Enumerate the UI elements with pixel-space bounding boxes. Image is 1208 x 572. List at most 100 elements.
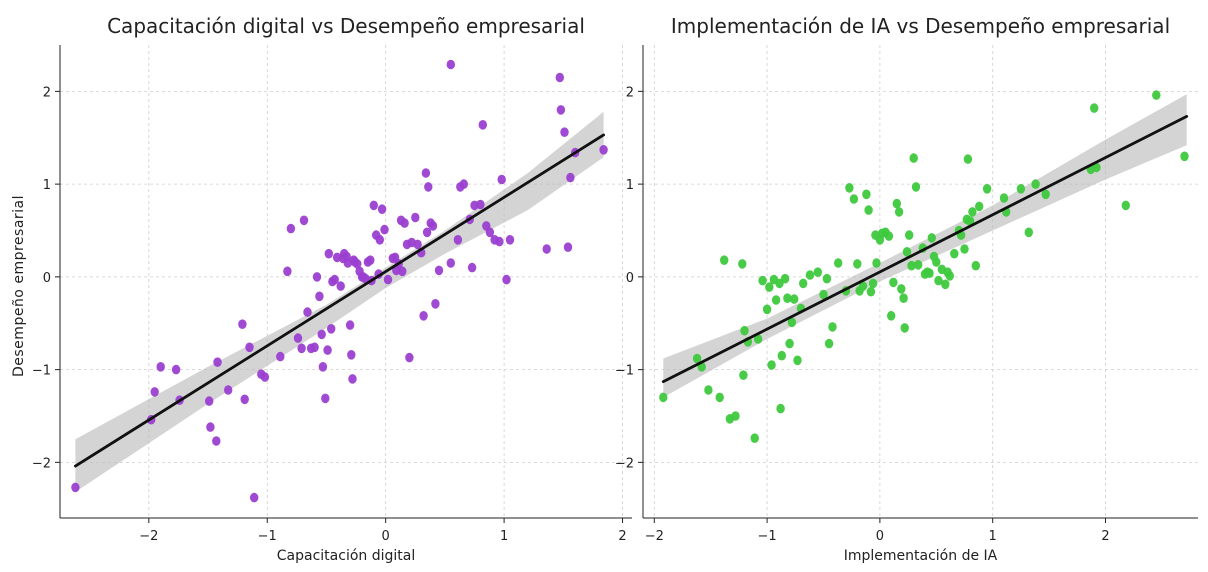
data-point	[563, 242, 573, 252]
data-point	[467, 262, 477, 273]
y-tick-label: 1	[43, 178, 51, 193]
data-point	[905, 230, 914, 240]
data-point	[315, 291, 324, 302]
data-point	[224, 385, 233, 395]
y-tick-label: −1	[615, 364, 634, 379]
y-tick-label: 2	[43, 85, 51, 100]
data-point	[560, 127, 569, 137]
data-point	[777, 350, 786, 361]
x-tick-label: 0	[382, 529, 390, 544]
data-point	[245, 342, 254, 353]
data-point	[822, 273, 832, 284]
data-point	[858, 281, 868, 291]
x-axis-label: Implementación de IA	[844, 548, 998, 564]
data-point	[887, 311, 896, 321]
data-point	[566, 172, 575, 183]
data-point	[150, 387, 159, 397]
data-point	[303, 307, 312, 317]
data-point	[1041, 189, 1050, 200]
y-tick-label: 0	[43, 271, 51, 286]
data-point	[353, 259, 362, 269]
data-point	[805, 270, 815, 280]
data-point	[866, 286, 876, 297]
data-point	[431, 299, 440, 309]
data-point	[771, 295, 781, 305]
data-point	[171, 364, 181, 375]
data-point	[206, 422, 215, 432]
data-point	[240, 394, 249, 405]
data-point	[383, 274, 393, 285]
data-point	[824, 338, 834, 349]
data-point	[347, 350, 356, 360]
data-point	[740, 325, 749, 336]
data-point	[889, 277, 898, 288]
data-point	[1180, 151, 1189, 162]
data-point	[785, 338, 794, 349]
data-point	[909, 153, 918, 163]
data-point	[205, 396, 214, 406]
y-tick-label: 2	[626, 85, 634, 100]
data-point	[911, 182, 921, 192]
data-point	[899, 293, 908, 304]
data-point	[790, 294, 799, 304]
data-point	[502, 274, 511, 285]
data-point	[783, 293, 792, 304]
data-point	[312, 272, 322, 282]
data-point	[692, 353, 702, 364]
data-point	[286, 223, 296, 234]
data-point	[330, 274, 339, 285]
data-point	[853, 259, 862, 269]
chart-panel-2: −2 −1 0 1 2 −2 −1 0 1 2 Implementación de IA vs De…	[615, 14, 1198, 564]
y-axis-label: Desempeño empresarial	[11, 195, 27, 377]
data-point	[799, 278, 808, 289]
data-point	[297, 343, 306, 354]
x-tick-label: 1	[500, 529, 508, 544]
y-tick-label: −2	[32, 456, 51, 471]
data-point	[776, 403, 785, 414]
data-point	[864, 205, 873, 215]
data-point	[495, 236, 504, 247]
data-point	[71, 482, 80, 493]
data-point	[348, 374, 357, 384]
data-point	[894, 207, 904, 217]
x-tick-label: −2	[645, 529, 664, 544]
data-point	[411, 212, 420, 223]
data-point	[156, 362, 165, 372]
data-point	[369, 200, 378, 211]
x-axis-label: Capacitación digital	[277, 548, 415, 564]
data-point	[377, 204, 387, 214]
data-point	[459, 179, 468, 189]
data-point	[793, 355, 802, 366]
data-point	[422, 227, 432, 238]
data-point	[1016, 184, 1026, 194]
data-point	[380, 224, 389, 235]
data-point	[950, 248, 959, 259]
data-point	[599, 145, 608, 155]
x-tick-label: −1	[757, 529, 776, 544]
data-point	[914, 260, 923, 270]
data-point	[868, 278, 878, 289]
data-point	[485, 227, 495, 238]
data-point	[897, 284, 906, 294]
x-tick-label: −2	[139, 529, 158, 544]
data-point	[453, 235, 463, 245]
data-point	[505, 235, 515, 245]
data-point	[446, 59, 455, 70]
data-point	[345, 320, 355, 330]
data-point	[715, 392, 724, 403]
chart-title: Implementación de IA vs Desempeño empres…	[671, 14, 1170, 38]
data-point	[971, 260, 980, 271]
data-point	[476, 199, 485, 210]
data-point	[446, 258, 455, 268]
data-point	[398, 266, 407, 277]
data-point	[739, 370, 748, 381]
data-point	[731, 411, 740, 421]
data-point	[999, 193, 1009, 203]
x-tick-label: 2	[618, 529, 626, 544]
data-point	[1121, 200, 1131, 211]
data-point	[542, 244, 551, 254]
data-point	[413, 239, 422, 250]
data-point	[299, 215, 309, 226]
